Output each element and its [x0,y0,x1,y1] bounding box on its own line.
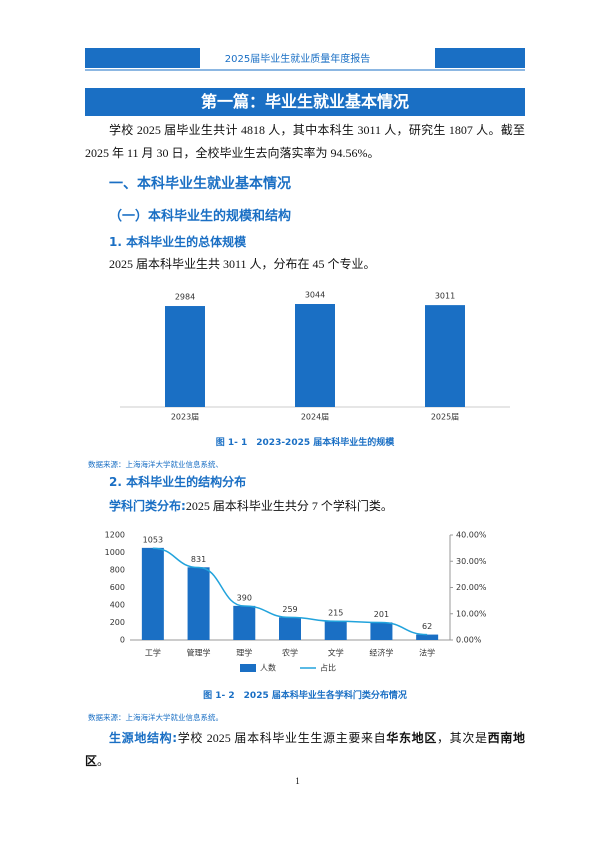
data-label: 1053 [143,535,163,544]
header-decor [85,48,525,71]
y-tick-label: 600 [110,583,125,592]
legend-label: 人数 [260,663,276,673]
page-number: 1 [295,776,300,786]
x-tick-label: 农学 [282,648,298,658]
item-heading: 1. 本科毕业生的总体规模 [109,235,247,249]
bar [187,567,210,640]
paragraph: 学校 2025 届毕业生共计 4818 人，其中本科生 3011 人，研究生 1… [85,123,525,160]
x-tick-label: 管理学 [187,648,211,658]
legend-swatch [240,664,256,672]
x-tick-label: 工学 [145,648,161,658]
y2-tick-label: 40.00% [456,531,487,540]
text: 2025 届本科毕业生共分 7 个学科门类。 [185,499,393,513]
paragraph: 2025 届本科毕业生共 3011 人，分布在 45 个专业。 [109,257,376,271]
data-label: 259 [282,605,297,614]
bar [295,304,335,407]
bar [324,621,347,640]
header-band [85,48,200,68]
bar [425,305,465,407]
paragraph: 生源地结构:学校 2025 届本科毕业生生源主要来自华东地区，其次是西南地区。 [85,727,525,773]
x-tick-label: 法学 [419,648,435,658]
y-tick-label: 1200 [105,531,125,540]
header-title: 2025届毕业生就业质量年度报告 [224,54,371,65]
bar [416,634,439,640]
chapter-title: 第一篇：毕业生就业基本情况 [85,88,525,116]
chart: 0 200 400 600 800 1000 1200 0.00% 10.00% 20.00% 30… [105,531,487,673]
lead: 生源地结构: [109,731,178,745]
text: 学校 2025 届本科毕业生生源主要来自 [177,731,387,745]
text: ，其次是 [437,731,488,745]
data-label: 3044 [305,291,325,300]
bar [141,547,164,640]
y-tick-label: 800 [110,566,125,575]
emphasis: 西南地区 [85,731,525,768]
y-tick-label: 1000 [105,548,125,557]
y2-tick-label: 10.00% [456,609,487,618]
lead: 学科门类分布: [109,499,186,513]
legend-label: 占比 [320,663,336,673]
x-tick-label: 2023届 [171,413,199,422]
figure-caption: 图 1- 1 2023-2025 届本科毕业生的规模 [215,438,395,448]
y2-tick-label: 30.00% [456,557,487,566]
x-tick-label: 经济学 [369,648,393,658]
data-label: 2984 [175,293,195,302]
data-label: 62 [422,622,432,631]
chart: 2984 2023届 3044 2024届 3011 2025届 [120,291,510,422]
figure-caption: 图 1- 2 2025 届本科毕业生各学科门类分布情况 [203,691,407,701]
data-source: 数据来源：上海海洋大学就业信息系统、 [88,460,223,469]
bar [370,622,393,640]
emphasis: 华东地区 [386,731,437,745]
line [152,547,428,636]
x-tick-label: 2025届 [431,413,459,422]
data-source: 数据来源：上海海洋大学就业信息系统。 [88,713,223,722]
subsection-heading: （一）本科毕业生的规模和结构 [109,209,292,224]
data-label: 831 [191,555,206,564]
bar [279,617,301,640]
y2-tick-label: 20.00% [456,583,487,592]
item-heading: 2. 本科毕业生的结构分布 [109,475,247,489]
x-tick-label: 2024届 [301,413,329,422]
y-tick-label: 0 [120,636,125,645]
section-heading: 一、本科毕业生就业基本情况 [109,176,291,192]
y-tick-label: 400 [110,601,125,610]
y2-tick-label: 0.00% [456,636,482,645]
data-label: 390 [237,593,252,602]
header-band [435,48,525,68]
x-tick-label: 文学 [328,648,344,658]
data-label: 201 [374,610,389,619]
data-label: 215 [328,609,343,618]
data-label: 3011 [435,292,455,301]
x-tick-label: 理学 [236,648,252,658]
text: 。 [97,754,110,768]
y-tick-label: 200 [110,618,125,627]
paragraph: 学科门类分布:2025 届本科毕业生共分 7 个学科门类。 [85,495,525,518]
bar [233,605,256,640]
bar [165,306,205,407]
